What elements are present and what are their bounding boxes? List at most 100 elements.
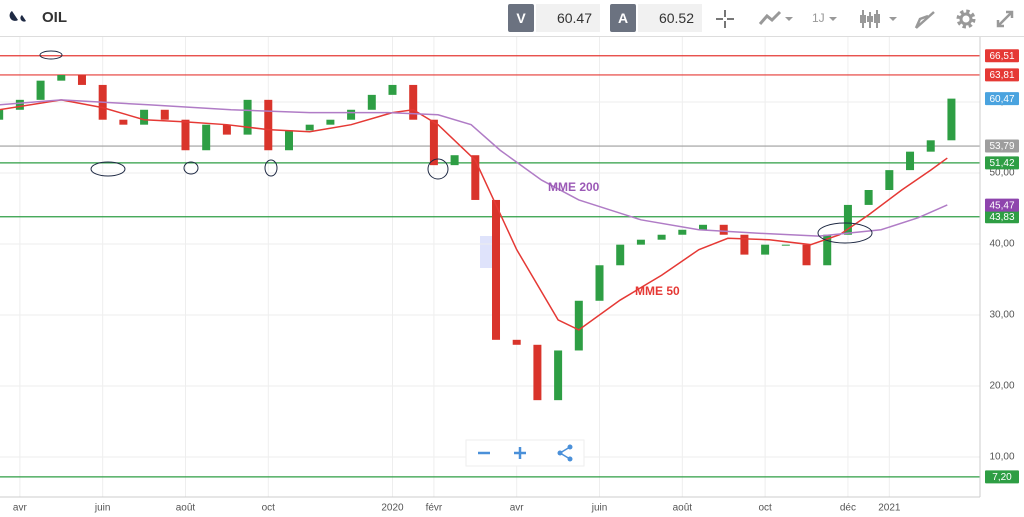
- candle: [284, 130, 293, 151]
- candle: [264, 99, 273, 151]
- drawing-button[interactable]: [912, 6, 938, 32]
- symbol-icon: [9, 11, 26, 22]
- sell-button[interactable]: V: [508, 4, 534, 32]
- y-tick-label: 50,00: [989, 168, 1014, 179]
- price-tag: [985, 68, 1019, 82]
- y-tick-label: 30,00: [989, 310, 1014, 321]
- price-tag: [985, 49, 1019, 63]
- candle: [843, 204, 852, 235]
- x-tick-label: 2020: [381, 503, 404, 514]
- candle: [906, 151, 915, 171]
- price-tag-label: 53,79: [989, 141, 1014, 152]
- candle: [15, 99, 24, 110]
- x-tick-label: juin: [591, 503, 608, 514]
- candle: [864, 190, 873, 205]
- price-tag-label: 51,42: [989, 158, 1014, 169]
- candle: [222, 124, 231, 135]
- price-tag-label: 7,20: [992, 472, 1012, 483]
- toolbar: OIL V 60.47 A 60.52 1J: [0, 0, 1024, 37]
- x-tick-label: oct: [758, 503, 772, 514]
- period-button[interactable]: 1J: [812, 11, 825, 25]
- candle: [512, 339, 521, 345]
- candle: [140, 109, 149, 125]
- candle: [450, 155, 459, 166]
- annotations: [39, 50, 873, 244]
- candle: [57, 74, 66, 81]
- y-tick-label: 40,00: [989, 239, 1014, 250]
- candle: [554, 350, 563, 401]
- mme50-label: MME 50: [635, 284, 680, 298]
- x-tick-label: 2021: [878, 503, 901, 514]
- candle: [574, 300, 583, 351]
- candle: [77, 74, 86, 85]
- price-tag-label: 63,81: [989, 70, 1014, 81]
- chart-type-button[interactable]: [758, 8, 794, 30]
- candle: [181, 119, 190, 151]
- indicators-button[interactable]: [858, 6, 898, 32]
- candle: [326, 119, 335, 125]
- candle: [636, 239, 645, 245]
- price-tag: [985, 156, 1019, 170]
- candle: [885, 170, 894, 191]
- candle: [657, 234, 666, 240]
- x-tick-label: août: [673, 503, 693, 514]
- sell-price[interactable]: 60.47: [536, 4, 600, 32]
- candle: [492, 199, 501, 340]
- price-tag-label: 66,51: [989, 51, 1014, 62]
- x-tick-label: avr: [13, 503, 28, 514]
- period-arrow[interactable]: [826, 8, 840, 30]
- buy-button[interactable]: A: [610, 4, 636, 32]
- candle: [802, 244, 811, 266]
- x-tick-label: déc: [840, 503, 856, 514]
- candle: [160, 109, 169, 120]
- settings-button[interactable]: [953, 6, 979, 32]
- price-tag-label: 43,83: [989, 212, 1014, 223]
- candle: [595, 265, 604, 301]
- candle: [0, 109, 4, 120]
- candle: [305, 124, 314, 131]
- price-tag: [985, 92, 1019, 106]
- x-tick-label: juin: [94, 503, 111, 514]
- fullscreen-button[interactable]: [992, 6, 1018, 32]
- candle: [429, 119, 438, 166]
- candle: [119, 119, 128, 125]
- candle: [823, 234, 832, 266]
- symbol[interactable]: OIL: [42, 9, 67, 26]
- candle: [740, 234, 749, 255]
- x-tick-label: févr: [426, 503, 443, 514]
- y-tick-label: 10,00: [989, 452, 1014, 463]
- price-tag: [985, 210, 1019, 224]
- candle: [409, 84, 418, 120]
- x-tick-label: avr: [510, 503, 525, 514]
- buy-price[interactable]: 60.52: [638, 4, 702, 32]
- candle: [719, 224, 728, 235]
- candle: [388, 84, 397, 95]
- candle: [761, 244, 770, 255]
- share[interactable]: [557, 444, 573, 462]
- candle: [678, 229, 687, 235]
- candle: [926, 140, 935, 152]
- x-tick-label: août: [176, 503, 196, 514]
- x-tick-label: oct: [262, 503, 276, 514]
- chart: 10,0020,0030,0040,0050,0060,00avrjuinaoû…: [0, 37, 1019, 514]
- price-tag: [985, 139, 1019, 153]
- candle: [781, 244, 790, 246]
- candle: [367, 94, 376, 110]
- price-tag: [985, 470, 1019, 484]
- price-tag-label: 60,47: [989, 94, 1014, 105]
- ma-line: [0, 99, 948, 331]
- ma-line: [0, 99, 948, 237]
- candle: [243, 99, 252, 135]
- candle: [347, 109, 356, 120]
- candle: [533, 344, 542, 401]
- candle: [699, 224, 708, 230]
- candle: [616, 244, 625, 266]
- candle: [36, 80, 45, 100]
- zoom-in[interactable]: [514, 447, 526, 459]
- zoom-controls: [465, 439, 585, 467]
- price-tag: [985, 198, 1019, 212]
- price-tag-label: 45,47: [989, 200, 1014, 211]
- crosshair-button[interactable]: [712, 6, 738, 32]
- y-tick-label: 20,00: [989, 381, 1014, 392]
